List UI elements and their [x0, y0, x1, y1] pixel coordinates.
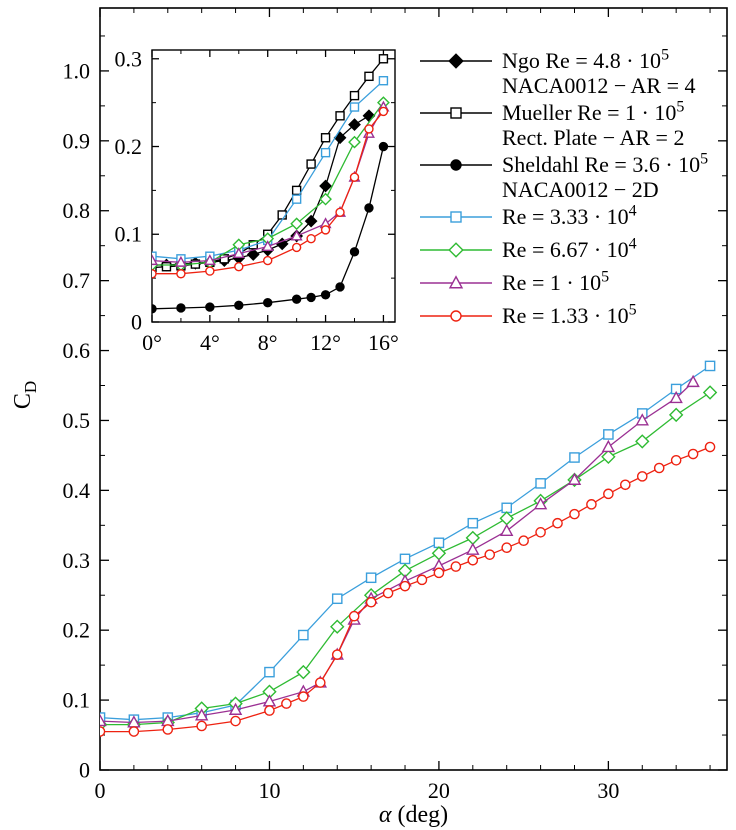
- y-axis-label: CD: [10, 381, 40, 409]
- legend-entry-re1e5: Re = 1 · 105: [420, 269, 609, 295]
- svg-text:0: 0: [131, 309, 142, 334]
- svg-text:0.3: 0.3: [63, 548, 91, 573]
- x-axis-label: α (deg): [379, 802, 448, 828]
- inset-series: [152, 54, 390, 314]
- svg-text:0.1: 0.1: [115, 222, 143, 247]
- svg-text:0.2: 0.2: [63, 618, 91, 643]
- inset-plot: 0° 4° 8° 12° 16° 0 0.1 0.2 0.3: [115, 46, 399, 355]
- svg-text:10: 10: [258, 778, 280, 803]
- svg-text:Rect. Plate − AR = 2: Rect. Plate − AR = 2: [502, 125, 684, 150]
- svg-text:Re = 6.67 · 104: Re = 6.67 · 104: [502, 236, 637, 262]
- svg-text:0°: 0°: [142, 330, 162, 355]
- svg-text:Re = 1 · 105: Re = 1 · 105: [502, 269, 609, 295]
- legend-entry-re133e5: Re = 1.33 · 105: [420, 302, 637, 328]
- inset-series-re133e5: [152, 106, 389, 279]
- legend-entry-re333e4: Re = 3.33 · 104: [420, 203, 637, 229]
- svg-text:0.6: 0.6: [63, 338, 91, 363]
- svg-text:0.5: 0.5: [63, 408, 91, 433]
- svg-text:Re = 3.33 · 104: Re = 3.33 · 104: [502, 203, 637, 229]
- svg-text:Mueller Re = 1 · 105: Mueller Re = 1 · 105: [502, 99, 684, 125]
- svg-text:0: 0: [79, 757, 90, 782]
- svg-text:0: 0: [95, 778, 106, 803]
- svg-text:0.9: 0.9: [63, 128, 91, 153]
- svg-text:0.1: 0.1: [63, 688, 91, 713]
- series-re133e5: [100, 441, 716, 737]
- svg-text:1.0: 1.0: [63, 58, 91, 83]
- svg-text:0.3: 0.3: [115, 46, 143, 71]
- svg-text:NACA0012 − AR = 4: NACA0012 − AR = 4: [502, 73, 696, 98]
- svg-text:Ngo Re = 4.8 · 105: Ngo Re = 4.8 · 105: [502, 47, 669, 73]
- svg-text:4°: 4°: [200, 330, 220, 355]
- svg-text:0.2: 0.2: [115, 134, 143, 159]
- svg-text:α (deg): α (deg): [379, 802, 448, 828]
- inset-series-sheldahl: [152, 141, 389, 314]
- svg-text:20: 20: [428, 778, 450, 803]
- svg-text:Sheldahl Re = 3.6 · 105: Sheldahl Re = 3.6 · 105: [502, 151, 708, 177]
- legend-entry-re667e4: Re = 6.67 · 104: [420, 236, 637, 262]
- svg-text:8°: 8°: [258, 330, 278, 355]
- svg-text:16°: 16°: [368, 330, 399, 355]
- svg-text:Re = 1.33 · 105: Re = 1.33 · 105: [502, 302, 637, 328]
- svg-text:0.8: 0.8: [63, 198, 91, 223]
- svg-text:CD: CD: [10, 381, 40, 409]
- main-series: [100, 360, 718, 737]
- svg-text:0.7: 0.7: [63, 268, 91, 293]
- svg-text:0.4: 0.4: [63, 478, 91, 503]
- svg-text:30: 30: [597, 778, 619, 803]
- svg-text:NACA0012 − 2D: NACA0012 − 2D: [502, 177, 659, 202]
- svg-text:12°: 12°: [310, 330, 341, 355]
